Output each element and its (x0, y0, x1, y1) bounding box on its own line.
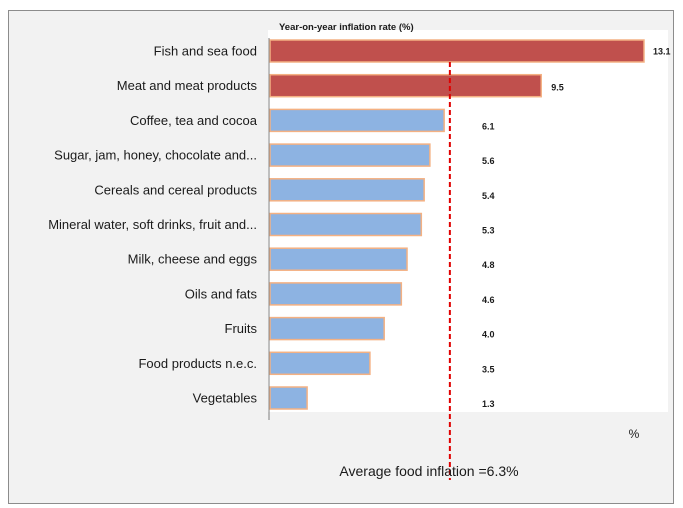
value-label-2: 6.1 (482, 121, 495, 131)
x-unit-label: % (629, 427, 640, 441)
category-label-5: Mineral water, soft drinks, fruit and... (48, 217, 257, 232)
value-label-6: 4.8 (482, 260, 495, 270)
category-label-0: Fish and sea food (154, 44, 257, 59)
category-label-7: Oils and fats (185, 286, 258, 301)
bar-1 (269, 73, 542, 98)
value-label-10: 1.3 (482, 399, 495, 409)
bar-7 (269, 282, 403, 306)
category-label-3: Sugar, jam, honey, chocolate and... (54, 148, 257, 163)
bar-9 (269, 351, 371, 376)
chart-title: Year-on-year inflation rate (%) (279, 22, 414, 33)
value-label-4: 5.4 (482, 191, 495, 201)
category-label-10: Vegetables (193, 391, 258, 406)
value-label-9: 3.5 (482, 364, 495, 374)
category-label-9: Food products n.e.c. (138, 356, 257, 371)
bar-4 (269, 178, 425, 202)
value-label-8: 4.0 (482, 330, 495, 340)
bar-5 (269, 212, 423, 237)
category-label-6: Milk, cheese and eggs (128, 252, 258, 267)
value-label-7: 4.6 (482, 295, 495, 305)
value-label-3: 5.6 (482, 156, 495, 166)
bar-2 (269, 108, 445, 133)
average-label: Average food inflation =6.3% (339, 463, 518, 479)
bars-group: Fish and sea food 13.1 Meat and meat produ… (48, 39, 671, 410)
category-label-2: Coffee, tea and cocoa (130, 113, 258, 128)
category-label-8: Fruits (225, 321, 258, 336)
value-label-0: 13.1 (653, 47, 671, 57)
value-label-1: 9.5 (551, 83, 564, 93)
category-label-1: Meat and meat products (117, 78, 258, 93)
bar-6 (269, 247, 408, 271)
bar-3 (269, 143, 431, 167)
value-label-5: 5.3 (482, 226, 495, 236)
bar-8 (269, 316, 385, 341)
bar-0 (269, 39, 645, 63)
bar-10 (269, 386, 308, 410)
category-label-4: Cereals and cereal products (94, 182, 257, 197)
